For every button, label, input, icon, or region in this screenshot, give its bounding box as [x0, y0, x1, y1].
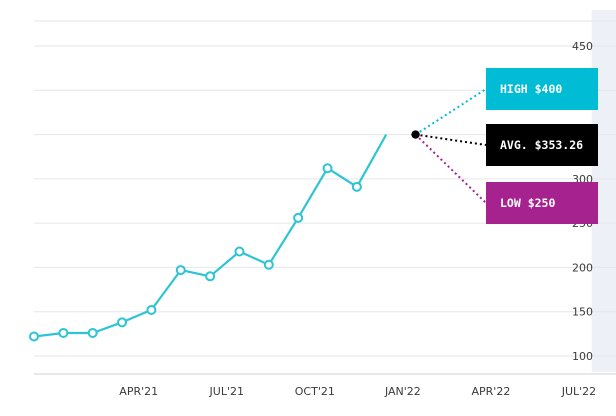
data-point — [29, 331, 39, 342]
data-point — [234, 246, 245, 257]
data-point — [293, 212, 304, 223]
data-point — [58, 327, 69, 338]
projection-tags: HIGH $400 AVG. $353.26 LOW $250 — [486, 68, 598, 224]
x-tick-label: JUL'22 — [561, 385, 596, 398]
data-point — [205, 271, 216, 282]
y-tick-label: 200 — [572, 261, 593, 274]
x-tick-label: JAN'22 — [384, 385, 421, 398]
data-point — [263, 259, 274, 270]
x-tick-label: APR'22 — [472, 385, 511, 398]
price-series — [29, 130, 420, 342]
data-point — [146, 304, 157, 315]
data-point — [351, 181, 362, 192]
x-tick-label: OCT'21 — [295, 385, 335, 398]
projection-tag-label: LOW $250 — [500, 196, 555, 210]
y-tick-label: 100 — [572, 350, 593, 363]
data-point — [87, 327, 98, 338]
x-axis: APR'21JUL'21OCT'21JAN'22APR'22JUL'22OCT'… — [119, 385, 596, 398]
projection-tag — [486, 68, 598, 110]
x-tick-label: APR'21 — [119, 385, 158, 398]
projection-line — [415, 133, 487, 146]
projection-line — [415, 88, 487, 136]
y-tick-label: 450 — [572, 40, 593, 53]
projection-line — [414, 133, 487, 204]
projection-tag — [486, 124, 598, 166]
y-tick-label: 150 — [572, 306, 593, 319]
x-tick-label: JUL'21 — [209, 385, 244, 398]
data-point — [322, 163, 333, 174]
series-line — [33, 134, 388, 338]
projection-tag — [486, 182, 598, 224]
current-point — [411, 130, 420, 139]
data-point — [117, 317, 128, 328]
projection-lines — [414, 88, 487, 204]
projection-tag-label: HIGH $400 — [500, 82, 562, 96]
data-point — [175, 265, 186, 276]
projection-tag-label: AVG. $353.26 — [500, 138, 583, 152]
